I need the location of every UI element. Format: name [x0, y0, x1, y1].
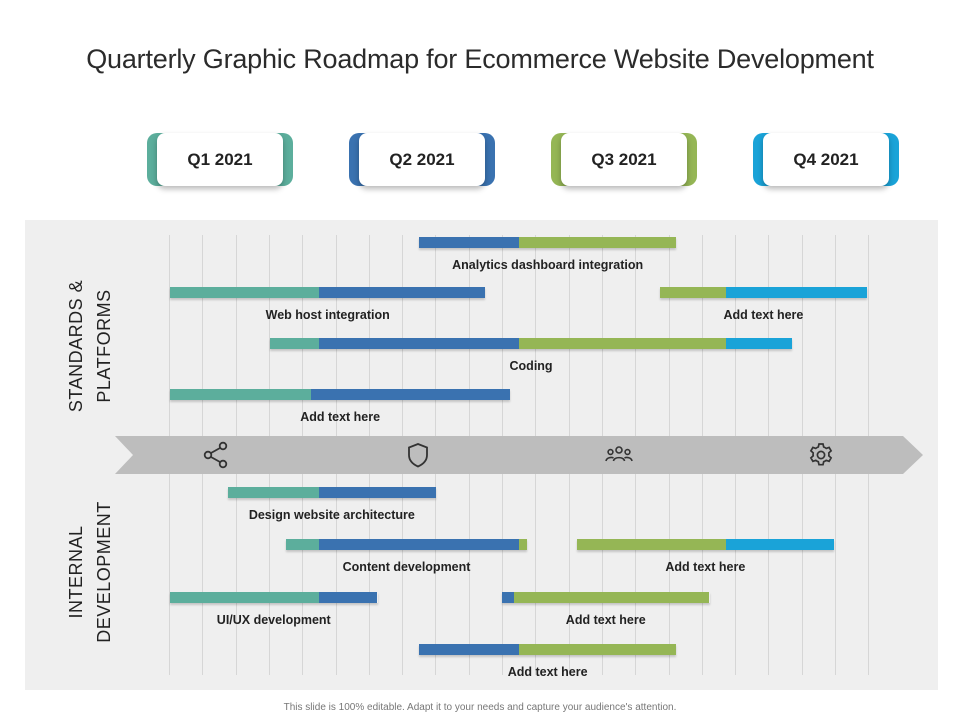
task-bar	[286, 539, 527, 550]
task-label: Coding	[509, 359, 553, 373]
task-label: Add text here	[665, 560, 746, 574]
shield-icon	[408, 443, 428, 468]
task-bar	[419, 237, 677, 248]
task-bar-segment	[319, 287, 486, 298]
task-bar-segment	[170, 287, 320, 298]
task-bar-segment	[319, 487, 436, 498]
task-bar-segment	[419, 237, 519, 248]
task-bar-segment	[269, 338, 320, 349]
task-bar-segment	[319, 592, 378, 603]
task-bar	[419, 644, 677, 655]
task-bar-segment	[576, 539, 727, 550]
timeline-arrow	[115, 436, 923, 474]
task-label: Content development	[342, 560, 471, 574]
task-label: UI/UX development	[216, 613, 331, 627]
quarter-label: Q4 2021	[763, 133, 889, 186]
section-label-standards: STANDARDS & PLATFORMS	[62, 221, 118, 471]
task-label: Add text here	[565, 613, 646, 627]
task-bar-segment	[502, 592, 514, 603]
quarter-label: Q1 2021	[157, 133, 283, 186]
task-bar-segment	[311, 389, 511, 400]
quarter-card-q2: Q2 2021	[349, 133, 495, 186]
section-label-text: INTERNAL DEVELOPMENT	[66, 501, 114, 643]
share-icon	[203, 441, 228, 469]
task-bar-segment	[518, 237, 677, 248]
task-bar-segment	[513, 592, 710, 603]
quarter-card-q1: Q1 2021	[147, 133, 293, 186]
section-label-text: STANDARDS & PLATFORMS	[66, 279, 114, 413]
task-bar-segment	[419, 644, 519, 655]
quarter-label: Q3 2021	[561, 133, 687, 186]
task-bar-segment	[319, 539, 519, 550]
task-bar	[576, 539, 834, 550]
footer-note: This slide is 100% editable. Adapt it to…	[283, 702, 677, 713]
task-bar	[170, 592, 378, 603]
task-bar	[659, 287, 868, 298]
task-label: Add text here	[723, 308, 804, 322]
page-title: Quarterly Graphic Roadmap for Ecommerce …	[86, 44, 874, 74]
task-bar	[170, 389, 511, 400]
section-label-internal: INTERNAL DEVELOPMENT	[62, 447, 118, 697]
task-bar	[228, 487, 436, 498]
task-label: Design website architecture	[248, 508, 415, 522]
task-bar-segment	[518, 539, 527, 550]
quarter-card-q3: Q3 2021	[551, 133, 697, 186]
task-label: Web host integration	[265, 308, 390, 322]
task-bar-segment	[659, 287, 727, 298]
task-bar-segment	[286, 539, 320, 550]
task-bar-segment	[319, 338, 519, 349]
task-bar	[170, 287, 486, 298]
task-bar-segment	[726, 539, 834, 550]
task-bar-segment	[726, 287, 868, 298]
quarter-label: Q2 2021	[359, 133, 485, 186]
team-icon	[605, 446, 633, 462]
task-bar-segment	[170, 592, 320, 603]
task-bar-segment	[726, 338, 793, 349]
quarter-card-q4: Q4 2021	[753, 133, 899, 186]
task-bar-segment	[518, 644, 677, 655]
task-label: Add text here	[300, 410, 381, 424]
task-bar-segment	[518, 338, 727, 349]
task-bar	[502, 592, 710, 603]
task-label: Add text here	[507, 665, 588, 679]
gear-icon	[809, 443, 833, 466]
task-bar	[269, 338, 793, 349]
task-label: Analytics dashboard integration	[452, 258, 644, 272]
task-bar-segment	[228, 487, 320, 498]
task-bar-segment	[170, 389, 312, 400]
